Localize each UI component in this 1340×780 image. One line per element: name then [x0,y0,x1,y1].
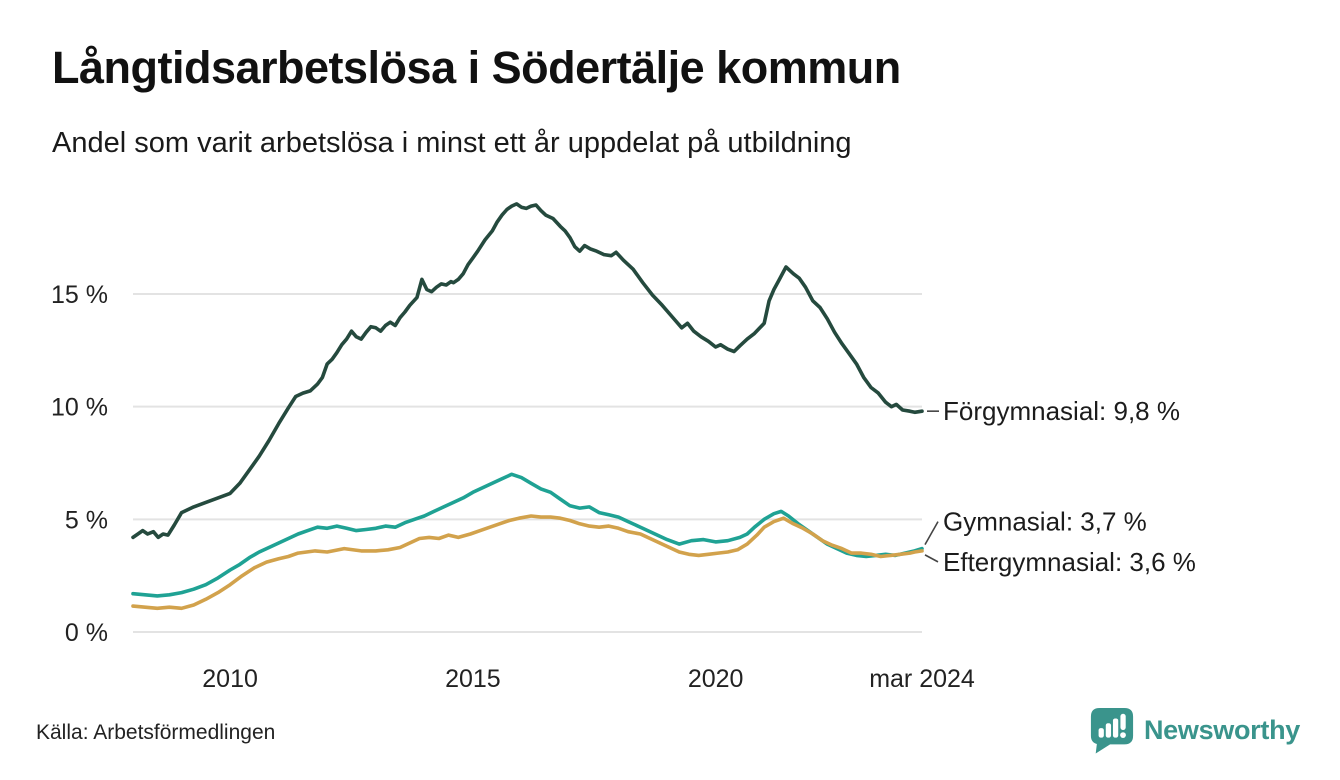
annotation-connector [924,521,939,546]
x-tick-label: 2010 [202,665,258,693]
y-tick-label: 10 % [51,394,108,422]
y-tick-label: 0 % [65,619,108,647]
x-tick-label: 2015 [445,665,501,693]
series-end-label-gymnasial: Gymnasial: 3,7 % [943,507,1147,537]
x-tick-label: 2020 [688,665,744,693]
newsworthy-logo-icon [1090,707,1134,754]
series-end-label-forgymnasial: Förgymnasial: 9,8 % [943,396,1180,426]
series-line-forgymnasial [131,202,924,540]
page-title: Långtidsarbetslösa i Södertälje kommun [52,42,901,93]
newsworthy-logo-text: Newsworthy [1143,714,1300,745]
annotation-connector [924,554,939,563]
series-end-label-eftergymnasial: Eftergymnasial: 3,6 % [943,547,1196,577]
series-line-eftergymnasial [131,514,924,611]
y-tick-label: 5 % [65,506,108,534]
line-chart-canvas: 0 % 5 % 10 % 15 % 2010 2015 2020 mar 2024 Förgym… [51,202,1196,693]
y-tick-label: 15 % [51,281,108,309]
source-text: Källa: Arbetsförmedlingen [36,721,276,744]
page-subtitle: Andel som varit arbetslösa i minst ett å… [52,127,852,159]
newsworthy-logo: Newsworthy [1089,706,1300,754]
series-line-gymnasial [131,472,924,598]
x-tick-label: mar 2024 [869,665,975,693]
